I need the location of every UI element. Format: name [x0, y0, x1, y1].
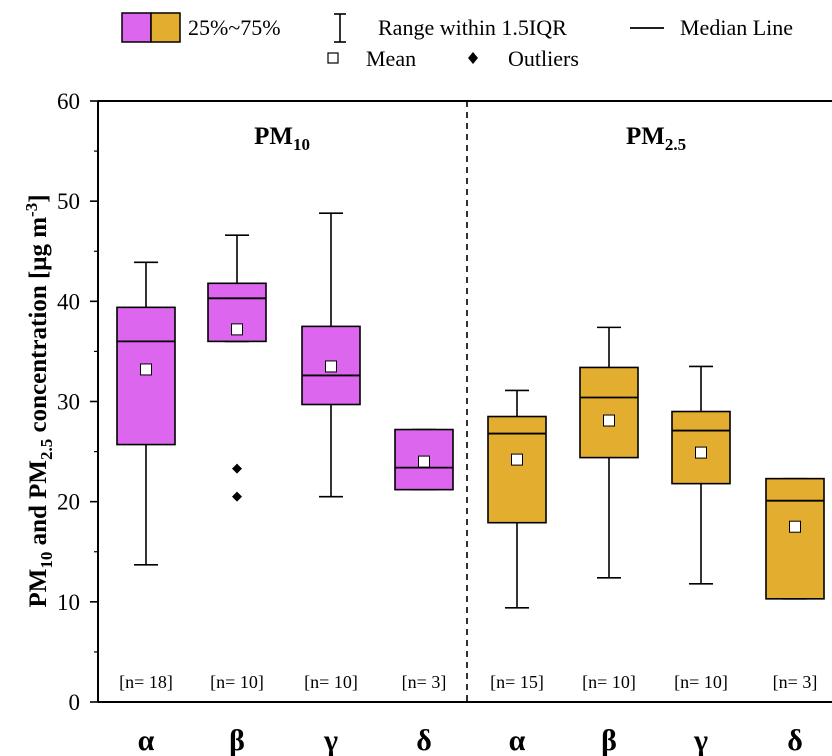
iqr-box [116, 306, 176, 446]
box-0-1: [n= 10] β [207, 234, 267, 756]
y-tick-label: 50 [57, 189, 80, 214]
sample-size-label: [n= 10] [304, 672, 358, 692]
sample-size-label: [n= 3] [402, 672, 447, 692]
sample-size-label: [n= 18] [119, 672, 173, 692]
box-0-2: [n= 10] γ [301, 212, 361, 756]
y-tick-label: 60 [57, 89, 80, 114]
y-tick-label: 20 [57, 490, 80, 515]
legend-whisker-label: Range within 1.5IQR [378, 15, 567, 40]
group-title-pm25: PM2.5 [626, 123, 686, 154]
legend-mean-label: Mean [366, 46, 416, 71]
sample-size-label: [n= 10] [210, 672, 264, 692]
legend-mean-icon [327, 52, 339, 64]
plot-frame [97, 100, 832, 703]
mean-marker [695, 446, 707, 459]
box-0-3: [n= 3] δ [394, 428, 454, 756]
legend-outlier-icon [468, 52, 478, 64]
sample-size-label: [n= 10] [582, 672, 636, 692]
y-axis-title-p1-sub: 10 [37, 552, 56, 569]
legend-median-label: Median Line [680, 15, 793, 40]
x-category-label: γ [693, 724, 708, 756]
legend-whisker-icon [334, 13, 346, 43]
legend-box-swatch-pm25 [150, 12, 181, 43]
y-axis-title-p2-sub: 2.5 [37, 439, 56, 460]
y-tick-label: 10 [57, 590, 80, 615]
mean-marker [140, 363, 152, 376]
sample-size-label: [n= 10] [674, 672, 728, 692]
legend-box-label: 25%~75% [188, 15, 281, 40]
group-title-pm10: PM10 [254, 123, 310, 154]
mean-marker [603, 414, 615, 427]
outlier-marker [232, 491, 242, 502]
group-title-pm10-sub: 10 [293, 135, 310, 154]
box-1-2: [n= 10] γ [671, 365, 731, 756]
y-axis-title-p2: and PM [25, 460, 52, 552]
group-title-pm10-main: PM [254, 123, 293, 150]
x-category-label: δ [787, 724, 803, 756]
box-1-3: [n= 3] δ [765, 477, 825, 756]
legend-outlier-label: Outliers [508, 46, 579, 71]
box-1-0: [n= 15] α [487, 389, 547, 756]
y-tick-label: 0 [69, 690, 81, 715]
x-category-label: δ [416, 724, 432, 756]
x-category-label: β [229, 724, 245, 756]
y-axis-title-p4: ] [25, 194, 52, 202]
x-category-label: β [601, 724, 617, 756]
box-1-1: [n= 10] β [579, 326, 639, 756]
y-axis-title-p3: concentration [μg m [25, 217, 52, 439]
iqr-box [765, 477, 825, 600]
mean-marker [231, 323, 243, 336]
y-axis-title-p3-sup: -3 [22, 203, 41, 217]
sample-size-label: [n= 15] [490, 672, 544, 692]
box-series: [n= 18]α[n= 10]β[n= 10]γ[n= 3]δ[n= 15]α[… [116, 212, 825, 756]
y-tick-label: 30 [57, 390, 80, 415]
x-category-label: α [509, 724, 526, 756]
legend-box-swatch-pm10 [121, 12, 152, 43]
outlier-marker [232, 463, 242, 474]
group-title-pm25-main: PM [626, 123, 665, 150]
y-axis-title: PM10 and PM2.5 concentration [μg m-3] [22, 194, 56, 607]
iqr-box [487, 415, 547, 524]
box-0-0: [n= 18] α [116, 261, 176, 756]
y-axis-title-p1: PM [25, 569, 52, 608]
mean-marker [511, 453, 523, 466]
iqr-box [579, 366, 639, 459]
mean-marker [325, 360, 337, 373]
mean-marker [418, 455, 430, 468]
y-tick-label: 40 [57, 289, 80, 314]
y-axis-ticks: 0 10 20 30 40 50 60 [57, 89, 98, 715]
x-category-label: γ [323, 724, 338, 756]
x-category-label: α [138, 724, 155, 756]
sample-size-label: [n= 3] [773, 672, 818, 692]
mean-marker [789, 520, 801, 533]
group-title-pm25-sub: 2.5 [665, 135, 686, 154]
legend: 25%~75% Range within 1.5IQR Median Line … [121, 12, 793, 71]
